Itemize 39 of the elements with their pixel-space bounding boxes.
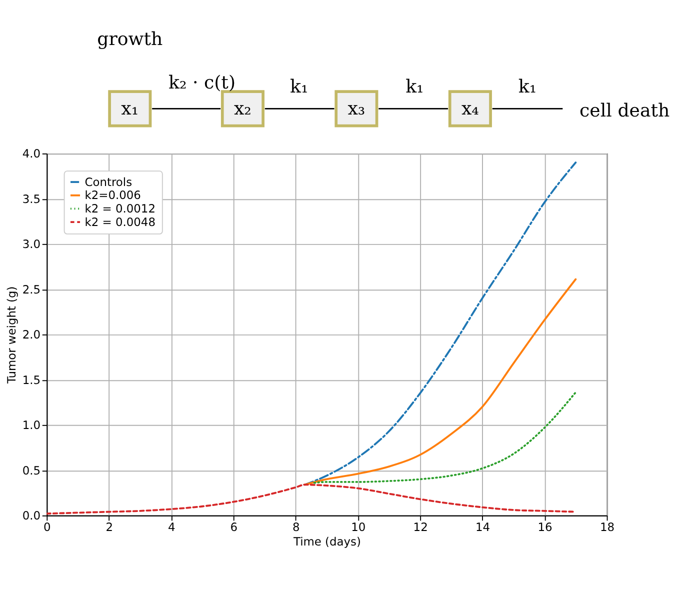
y-tick-label: 4.0 <box>22 146 40 161</box>
text: k₁ <box>406 76 424 98</box>
y-tick-label: 0.0 <box>22 508 40 523</box>
text: k₁ <box>290 76 308 98</box>
x-tick-label: 12 <box>413 520 428 534</box>
line-series <box>304 278 577 486</box>
x-tick-label: 2 <box>106 520 114 534</box>
x-tick-label: 10 <box>351 520 366 534</box>
legend-label: Controls <box>84 174 132 189</box>
y-tick-label: 1.5 <box>22 372 40 387</box>
x-tick-label: 6 <box>230 520 238 534</box>
y-tick-label: 2.0 <box>22 328 40 342</box>
text: k₁ <box>518 76 537 98</box>
legend-label: k2 = 0.0048 <box>84 214 156 229</box>
text: growth <box>97 28 163 50</box>
x-tick-label: 8 <box>292 520 300 534</box>
legend-label: k2=0.006 <box>84 188 141 202</box>
x-axis-title: Time (days) <box>292 534 361 548</box>
y-tick-label: 2.5 <box>22 282 40 296</box>
text: x₄ <box>461 98 479 120</box>
line-series <box>313 391 577 484</box>
text: x₂ <box>234 98 252 120</box>
line-series <box>46 484 577 515</box>
x-tick-label: 18 <box>600 520 615 534</box>
x-tick-label: 4 <box>168 520 176 534</box>
text: x₁ <box>121 98 139 120</box>
legend-label: k2 = 0.0012 <box>84 202 156 216</box>
line-series <box>304 162 577 486</box>
x-tick-label: 14 <box>476 520 490 534</box>
text: k₂ · c(t) <box>168 72 236 94</box>
y-tick-label: 0.5 <box>22 463 40 478</box>
y-tick-label: 3.0 <box>22 237 40 252</box>
x-tick-label: 16 <box>538 520 552 534</box>
y-tick-label: 1.0 <box>22 418 40 432</box>
text: x₃ <box>348 98 366 120</box>
y-axis-title: Tumor weight (g) <box>4 286 19 385</box>
y-tick-label: 3.5 <box>22 192 40 206</box>
text: cell death <box>580 100 670 122</box>
x-tick-label: 0 <box>44 520 51 534</box>
